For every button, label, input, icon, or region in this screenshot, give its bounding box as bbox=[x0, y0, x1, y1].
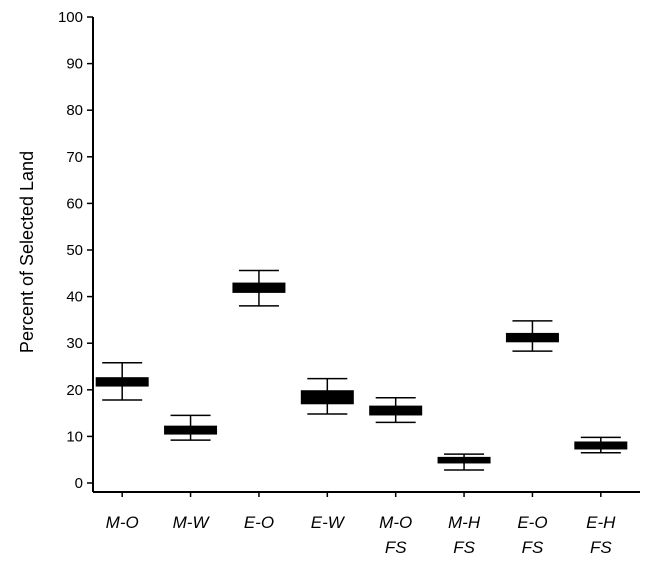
category-label-line2: FS bbox=[385, 538, 407, 557]
y-tick-label: 40 bbox=[66, 289, 83, 306]
box-1 bbox=[164, 414, 218, 441]
y-tick-label: 50 bbox=[66, 242, 83, 259]
y-tick-label: 60 bbox=[66, 195, 83, 212]
category-label: E-O bbox=[517, 513, 547, 532]
iqr-box bbox=[505, 332, 559, 343]
y-axis-title: Percent of Selected Land bbox=[17, 151, 37, 353]
category-label: M-W bbox=[173, 513, 211, 532]
y-tick-label: 30 bbox=[66, 335, 83, 352]
iqr-box bbox=[164, 425, 218, 435]
iqr-box bbox=[369, 405, 423, 416]
y-tick-label: 20 bbox=[66, 382, 83, 399]
category-label: E-W bbox=[311, 513, 346, 532]
y-tick-label: 100 bbox=[58, 9, 83, 26]
category-label-line2: FS bbox=[590, 538, 612, 557]
category-label: E-O bbox=[244, 513, 274, 532]
iqr-box bbox=[95, 377, 149, 387]
category-label: E-H bbox=[586, 513, 616, 532]
box-5 bbox=[437, 453, 491, 471]
y-tick-label: 90 bbox=[66, 56, 83, 73]
box-4 bbox=[369, 396, 423, 424]
box-2 bbox=[232, 269, 286, 307]
box-3 bbox=[300, 377, 354, 415]
category-labels: M-O M-W E-O E-W M-O FS M-H FS E-O FS E-H FS bbox=[106, 513, 617, 557]
category-label-line2: FS bbox=[522, 538, 544, 557]
category-label: M-H bbox=[448, 513, 481, 532]
y-axis: 0 10 20 30 40 50 60 70 80 90 100 bbox=[58, 9, 94, 492]
category-label-line2: FS bbox=[453, 538, 475, 557]
y-tick-label: 10 bbox=[66, 428, 83, 445]
box-0 bbox=[95, 362, 149, 401]
y-tick-label: 0 bbox=[75, 475, 83, 492]
y-tick-label: 70 bbox=[66, 149, 83, 166]
category-label: M-O bbox=[106, 513, 139, 532]
boxes bbox=[95, 269, 628, 471]
x-axis bbox=[93, 491, 640, 497]
y-tick-label: 80 bbox=[66, 102, 83, 119]
box-6 bbox=[505, 320, 559, 352]
box-7 bbox=[574, 436, 628, 454]
category-label: M-O bbox=[379, 513, 412, 532]
